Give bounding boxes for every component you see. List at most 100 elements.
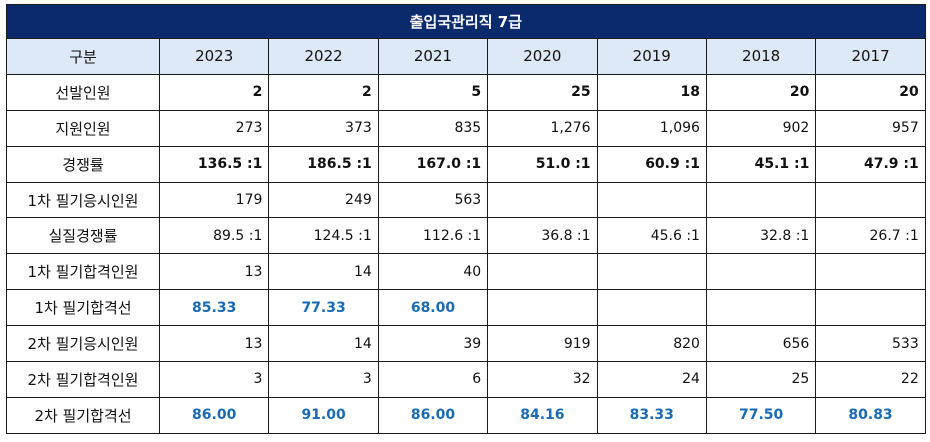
header-year: 2021 bbox=[377, 38, 489, 75]
row-label: 1차 필기응시인원 bbox=[6, 181, 160, 219]
row-label: 2차 필기합격인원 bbox=[6, 361, 160, 398]
table-cell: 60.9 :1 bbox=[596, 145, 707, 183]
row-label: 선발인원 bbox=[6, 73, 160, 111]
row-label: 1차 필기합격선 bbox=[6, 289, 160, 327]
exam-stats-table-container: 출입국관리직 7급 구분 2023 2022 2021 2020 2019 20… bbox=[6, 4, 926, 434]
table-cell: 957 bbox=[815, 109, 926, 147]
table-cell: 45.6 :1 bbox=[596, 217, 707, 255]
table-cell: 249 bbox=[268, 181, 379, 219]
header-year: 2020 bbox=[487, 38, 598, 75]
table-row: 2차 필기응시인원 13 14 39 919 820 656 533 bbox=[6, 325, 926, 363]
table-cell: 902 bbox=[705, 109, 817, 147]
table-cell bbox=[815, 181, 926, 219]
table-cell: 1,096 bbox=[596, 109, 707, 147]
table-cell bbox=[705, 181, 817, 219]
table-cell: 68.00 bbox=[377, 289, 489, 327]
table-cell: 26.7 :1 bbox=[815, 217, 926, 255]
table-cell bbox=[596, 253, 707, 291]
table-cell: 20 bbox=[705, 73, 817, 111]
table-row: 실질경쟁률 89.5 :1 124.5 :1 112.6 :1 36.8 :1 45.6 … bbox=[6, 217, 926, 255]
table-cell: 77.50 bbox=[705, 396, 817, 434]
table-cell: 51.0 :1 bbox=[487, 145, 598, 183]
header-year: 2022 bbox=[268, 38, 379, 75]
table-row: 2차 필기합격선 86.00 91.00 86.00 84.16 83.33 77.50 80… bbox=[6, 396, 926, 434]
table-cell: 167.0 :1 bbox=[377, 145, 489, 183]
table-cell: 656 bbox=[705, 325, 817, 363]
table-cell: 86.00 bbox=[377, 396, 489, 434]
header-year: 2018 bbox=[705, 38, 817, 75]
table-cell: 919 bbox=[487, 325, 598, 363]
table-cell: 83.33 bbox=[596, 396, 707, 434]
table-cell: 179 bbox=[158, 181, 270, 219]
table-cell: 85.33 bbox=[158, 289, 270, 327]
table-cell bbox=[596, 289, 707, 327]
table-cell: 32.8 :1 bbox=[705, 217, 817, 255]
table-row: 지원인원 273 373 835 1,276 1,096 902 957 bbox=[6, 109, 926, 147]
row-label: 경쟁률 bbox=[6, 145, 160, 183]
table-cell: 186.5 :1 bbox=[268, 145, 379, 183]
table-cell bbox=[815, 289, 926, 327]
row-label: 지원인원 bbox=[6, 109, 160, 147]
table-body: 선발인원 2 2 5 25 18 20 20 지원인원 273 373 835 1,276 1,096 90… bbox=[6, 73, 926, 434]
table-cell: 373 bbox=[268, 109, 379, 147]
table-title: 출입국관리직 7급 bbox=[6, 4, 926, 39]
table-cell: 89.5 :1 bbox=[158, 217, 270, 255]
row-label: 2차 필기합격선 bbox=[6, 396, 160, 434]
table-cell: 563 bbox=[377, 181, 489, 219]
table-cell: 1,276 bbox=[487, 109, 598, 147]
header-year: 2019 bbox=[596, 38, 707, 75]
table-cell: 5 bbox=[377, 73, 489, 111]
table-cell: 6 bbox=[377, 361, 489, 398]
table-cell: 39 bbox=[377, 325, 489, 363]
table-cell: 77.33 bbox=[268, 289, 379, 327]
table-cell: 14 bbox=[268, 253, 379, 291]
table-cell: 80.83 bbox=[815, 396, 926, 434]
header-year: 2017 bbox=[815, 38, 926, 75]
table-cell bbox=[815, 253, 926, 291]
row-label: 2차 필기응시인원 bbox=[6, 325, 160, 363]
header-label: 구분 bbox=[6, 38, 160, 75]
table-cell: 124.5 :1 bbox=[268, 217, 379, 255]
table-row: 선발인원 2 2 5 25 18 20 20 bbox=[6, 73, 926, 111]
table-cell: 20 bbox=[815, 73, 926, 111]
header-year: 2023 bbox=[158, 38, 270, 75]
table-row: 1차 필기응시인원 179 249 563 bbox=[6, 181, 926, 219]
table-cell: 835 bbox=[377, 109, 489, 147]
table-cell: 112.6 :1 bbox=[377, 217, 489, 255]
table-cell bbox=[487, 289, 598, 327]
exam-stats-table: 출입국관리직 7급 구분 2023 2022 2021 2020 2019 20… bbox=[6, 4, 926, 434]
table-cell: 32 bbox=[487, 361, 598, 398]
table-cell bbox=[596, 181, 707, 219]
table-cell: 40 bbox=[377, 253, 489, 291]
table-cell: 14 bbox=[268, 325, 379, 363]
table-cell: 86.00 bbox=[158, 396, 270, 434]
table-cell: 2 bbox=[268, 73, 379, 111]
table-cell: 22 bbox=[815, 361, 926, 398]
table-cell: 3 bbox=[158, 361, 270, 398]
table-cell: 3 bbox=[268, 361, 379, 398]
table-cell: 18 bbox=[596, 73, 707, 111]
table-cell: 136.5 :1 bbox=[158, 145, 270, 183]
table-row: 1차 필기합격선 85.33 77.33 68.00 bbox=[6, 289, 926, 327]
table-cell: 13 bbox=[158, 253, 270, 291]
table-cell: 13 bbox=[158, 325, 270, 363]
table-cell: 84.16 bbox=[487, 396, 598, 434]
table-cell: 24 bbox=[596, 361, 707, 398]
table-cell: 533 bbox=[815, 325, 926, 363]
table-header-row: 구분 2023 2022 2021 2020 2019 2018 2017 bbox=[6, 38, 926, 75]
table-cell: 47.9 :1 bbox=[815, 145, 926, 183]
table-cell bbox=[487, 253, 598, 291]
table-cell bbox=[705, 253, 817, 291]
table-cell: 273 bbox=[158, 109, 270, 147]
table-cell bbox=[705, 289, 817, 327]
table-row: 경쟁률 136.5 :1 186.5 :1 167.0 :1 51.0 :1 60.9 :… bbox=[6, 145, 926, 183]
table-cell: 25 bbox=[487, 73, 598, 111]
table-cell: 820 bbox=[596, 325, 707, 363]
table-cell: 91.00 bbox=[268, 396, 379, 434]
table-cell: 25 bbox=[705, 361, 817, 398]
table-title-row: 출입국관리직 7급 bbox=[6, 4, 926, 39]
row-label: 1차 필기합격인원 bbox=[6, 253, 160, 291]
table-cell: 36.8 :1 bbox=[487, 217, 598, 255]
table-cell: 45.1 :1 bbox=[705, 145, 817, 183]
row-label: 실질경쟁률 bbox=[6, 217, 160, 255]
